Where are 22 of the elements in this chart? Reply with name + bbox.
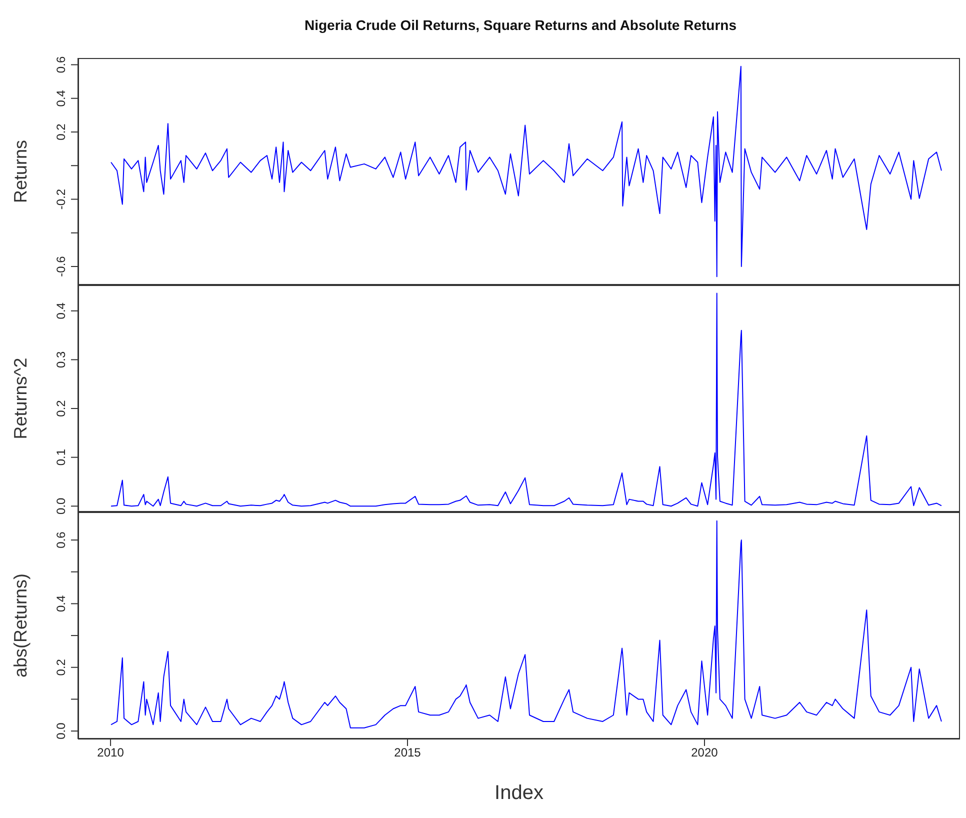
y-tick-label: 0.4 [54,595,68,612]
y-tick-label: 0.6 [54,56,68,74]
y-tick-label: 0.6 [54,531,68,548]
y-tick-label: 0.4 [54,302,68,320]
x-tick-label: 2015 [394,746,422,760]
y-tick-label: 0.0 [54,497,68,514]
y-tick-label: 0.2 [54,658,68,676]
y-tick-label: 0.3 [54,351,68,368]
y-tick-label: 0.1 [54,448,68,466]
chart-title: Nigeria Crude Oil Returns, Square Returns and Absolute Returns [304,16,738,35]
y-tick-label: 0.4 [54,90,68,107]
y-axis-title: Returns^2 [10,358,30,440]
y-tick-label: 0.0 [54,722,68,740]
y-tick-label: 0.2 [54,123,68,140]
y-axis-title: abs(Returns) [10,573,30,678]
y-tick-label: 0.2 [54,400,68,417]
y-tick-label: -0.6 [54,256,68,277]
x-tick-label: 2010 [97,746,124,760]
x-axis-title: Index [494,782,544,804]
x-tick-label: 2020 [691,746,718,760]
y-tick-label: -0.2 [54,188,68,210]
y-axis-title: Returns [10,140,30,204]
